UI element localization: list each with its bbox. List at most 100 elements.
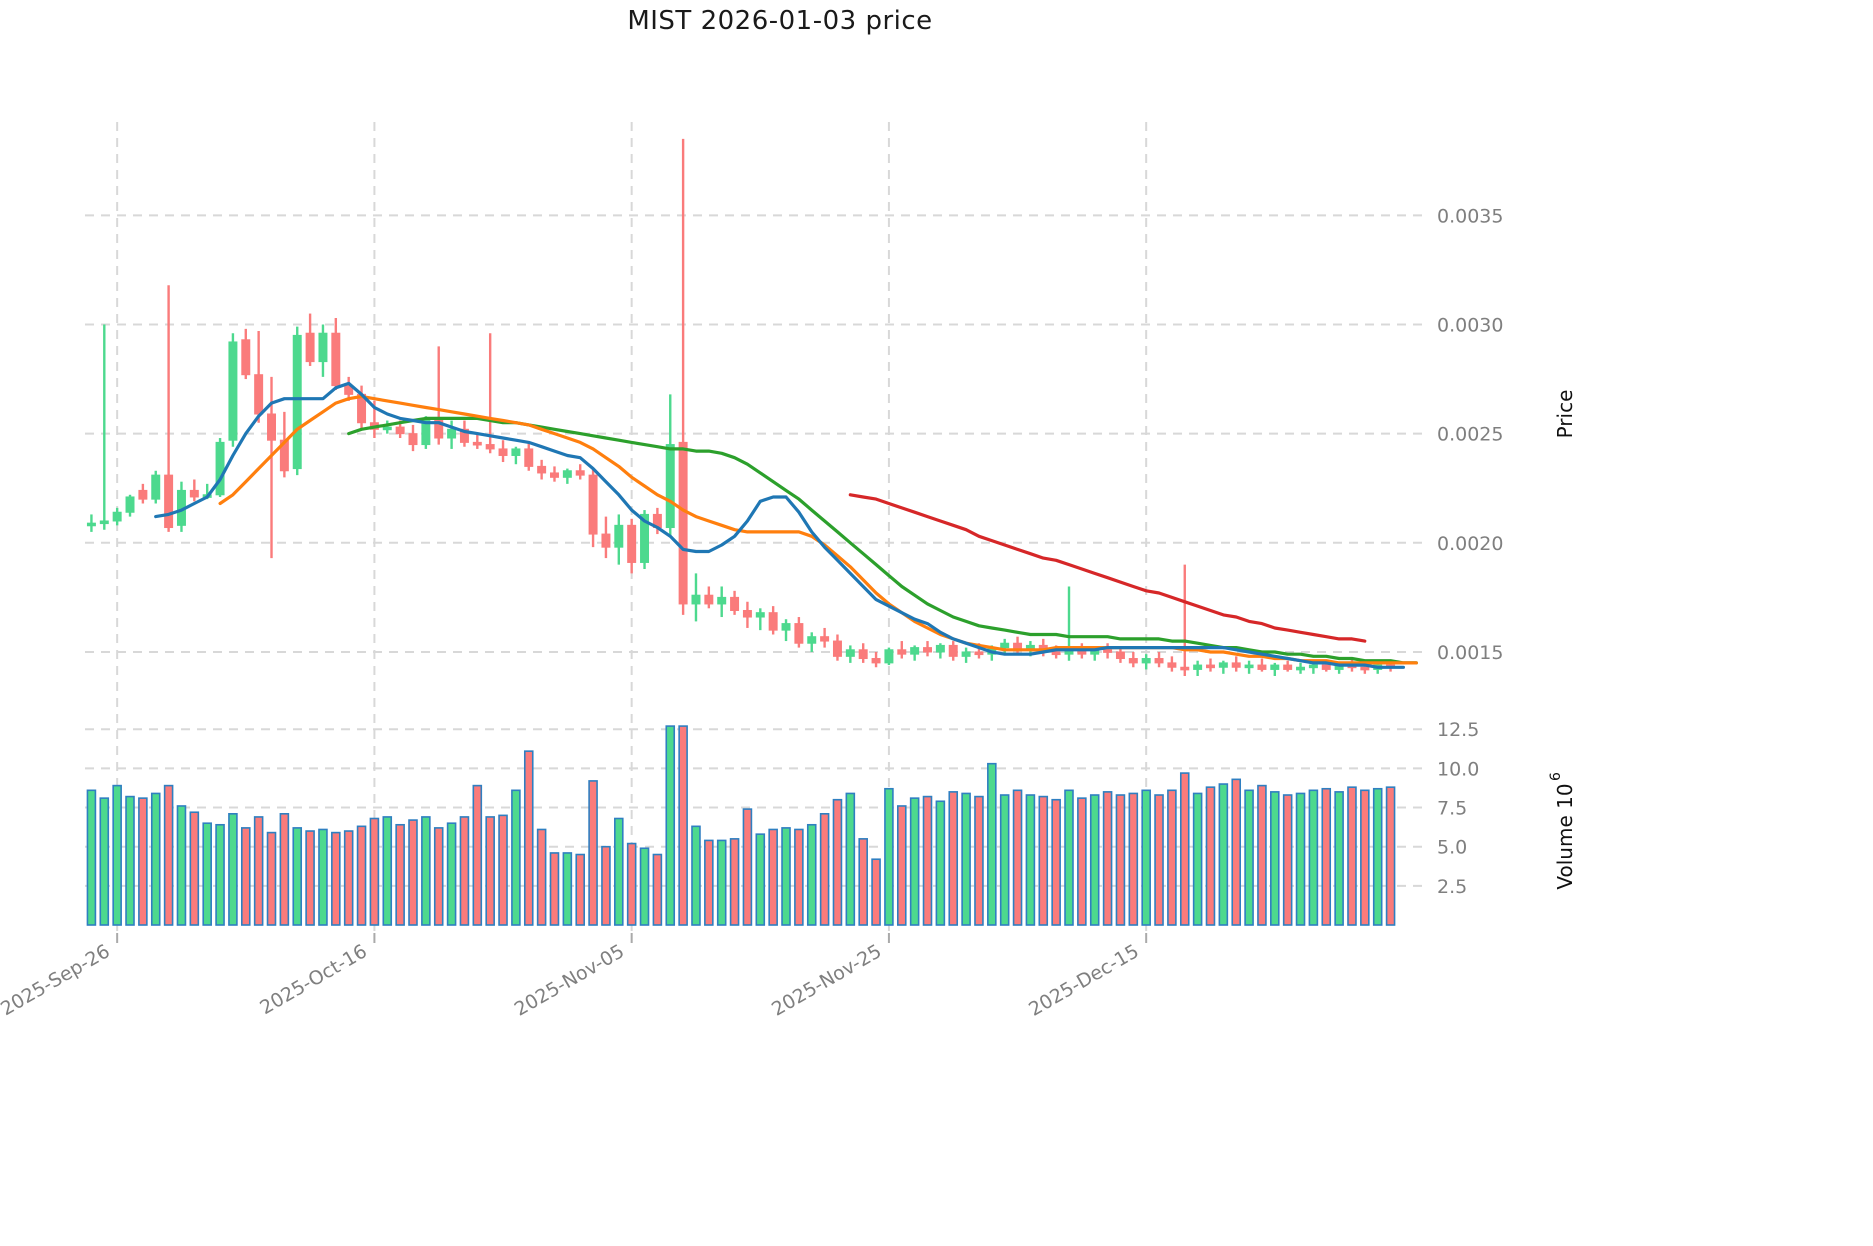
volume-bar [369,817,380,926]
volume-tick-label: 12.5 [1437,719,1479,741]
candle-body [99,520,109,525]
candle-body [935,644,945,653]
volume-bar [356,825,367,926]
chart-title: MIST 2026-01-03 price [627,6,933,36]
volume-bar [1064,789,1074,926]
volume-bar [382,816,393,926]
volume-bar [819,813,830,926]
volume-bar [1077,797,1087,926]
candle-body [640,513,650,563]
volume-bar [1012,789,1023,926]
volume-bar [138,797,148,926]
volume-bar [1102,791,1113,926]
price-tick-label: 0.0025 [1437,424,1503,446]
volume-bar [163,784,174,926]
volume-bar [665,725,676,926]
volume-bar [202,822,212,926]
volume-bar [1051,798,1061,926]
candle-body [1321,664,1331,670]
volume-bar [408,819,418,926]
candle-body [524,448,534,467]
volume-bar [575,853,586,926]
volume-axis-label: Volume 10 6 [1548,772,1577,890]
volume-bar [1218,783,1229,926]
candle-body [1283,664,1293,670]
volume-bar [678,725,688,926]
volume-bar [86,789,97,926]
candle-body [254,374,264,415]
volume-bar [999,794,1010,926]
volume-bar [729,838,740,926]
candle-body [781,623,791,631]
candle-body [189,489,199,498]
volume-bar [279,813,290,926]
volume-bar [433,827,444,926]
candle-body [434,420,444,439]
x-tick-label: 2025-Dec-15 [1025,940,1143,1021]
volume-bar [1179,772,1190,926]
candle-body [742,609,752,618]
candle-body [588,474,598,535]
volume-bar [588,780,598,926]
volume-bar [1244,789,1254,926]
candle-body [86,522,96,527]
candle-body [897,649,907,655]
volume-bar [498,814,508,926]
candle-body [228,341,238,441]
volume-axis-label-text: Volume 10 [1553,783,1577,889]
volume-bar [974,795,984,926]
volume-bar [253,816,264,926]
volume-tick-label: 7.5 [1437,798,1467,820]
candle-body [550,472,559,478]
candle-body [1270,664,1280,670]
candle-body [292,334,302,470]
candle-body [1231,662,1241,668]
x-tick-label: 2025-Sep-26 [0,940,114,1020]
volume-bar [845,792,856,926]
candle-body [1051,651,1061,656]
volume-bar [639,847,650,926]
volume-bar [1334,791,1344,926]
volume-tick-label: 2.5 [1437,876,1467,898]
volume-bar [1025,794,1036,926]
volume-bar [1192,792,1203,926]
candle-body [1218,662,1228,668]
candle-body [1206,664,1215,669]
volume-bar [1347,786,1357,926]
x-tick-label: 2025-Nov-25 [768,940,885,1020]
volume-bar [485,816,495,926]
candle-body [1193,664,1203,670]
volume-bar [421,816,431,926]
candle-body [112,511,122,522]
candle-body [807,636,817,644]
price-tick-label: 0.0020 [1437,533,1503,555]
volume-bar [1270,791,1280,926]
price-tick-label: 0.0030 [1437,314,1503,336]
volume-bar [1128,792,1139,926]
volume-bar [215,823,225,926]
volume-bar [125,795,135,926]
volume-bar [1385,786,1396,926]
candle-body [151,474,161,500]
volume-bar [755,833,766,926]
candle-body [459,428,469,443]
candle-body [755,612,765,618]
x-tick-label: 2025-Nov-05 [511,940,628,1020]
candle-body [794,623,804,644]
candle-body [485,444,495,450]
volume-bar [935,800,946,926]
candle-body [1167,662,1177,668]
volume-bar [99,797,110,926]
volume-bar [1231,778,1242,926]
volume-bar [1115,794,1126,926]
volume-tick-label: 5.0 [1437,837,1467,859]
volume-bar [614,817,624,926]
volume-bar [472,784,483,926]
candle-body [408,433,418,446]
volume-bar [1282,794,1293,926]
candle-body [138,489,148,500]
volume-bar [562,852,573,926]
volume-bar [1154,794,1164,926]
candle-body [858,649,868,660]
